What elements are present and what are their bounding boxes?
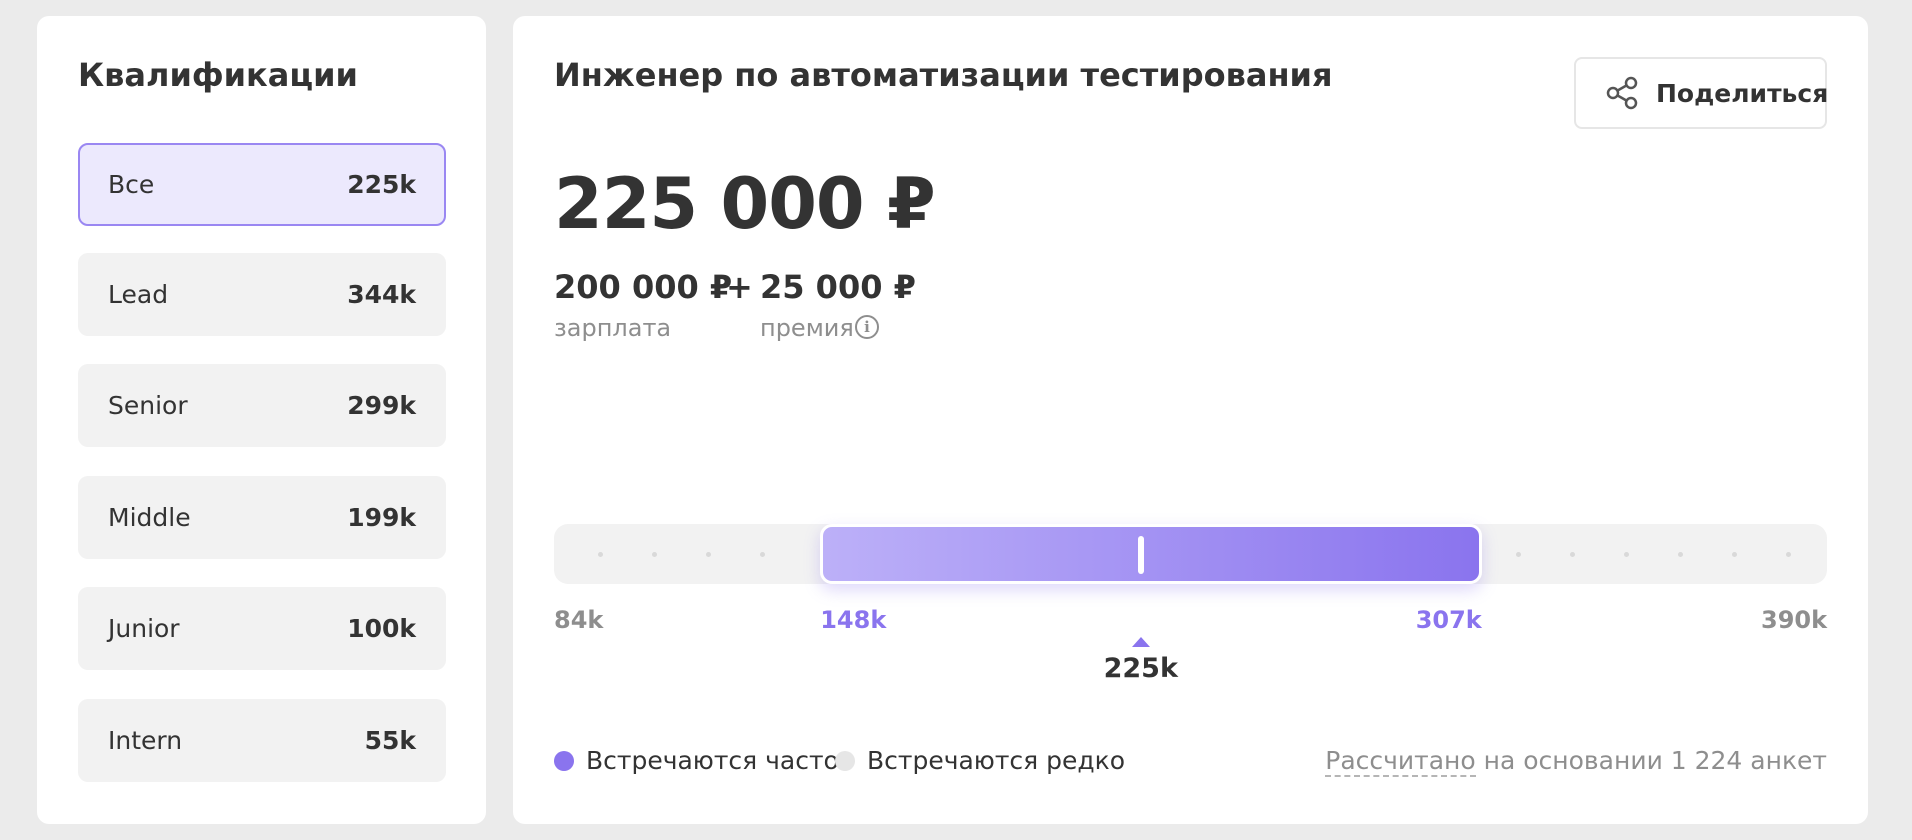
- legend-item-frequent: Встречаются часто: [554, 746, 839, 775]
- salary-label: зарплата: [554, 314, 672, 342]
- share-button-label: Поделиться: [1656, 78, 1829, 108]
- track-dot: [652, 552, 657, 557]
- legend-label: Встречаются часто: [586, 746, 839, 775]
- legend-item-rare: Встречаются редко: [835, 746, 1125, 775]
- track-dot: [1516, 552, 1521, 557]
- qualification-name: Senior: [108, 391, 188, 420]
- range-max-label: 390k: [1761, 606, 1828, 634]
- median-marker: [1137, 536, 1144, 574]
- bonus-label: премия: [760, 314, 854, 342]
- range-low-label: 148k: [820, 606, 887, 634]
- calculation-link[interactable]: Рассчитано: [1325, 746, 1476, 777]
- track-dot: [706, 552, 711, 557]
- qualification-value: 299k: [347, 391, 416, 420]
- track-dot: [1624, 552, 1629, 557]
- legend-swatch-frequent: [554, 750, 574, 771]
- salary-panel: Инженер по автоматизации тестирования По…: [513, 16, 1868, 824]
- track-dot: [598, 552, 603, 557]
- qualification-value: 344k: [347, 280, 416, 309]
- qualification-item-intern[interactable]: Intern 55k: [78, 699, 446, 782]
- page-title: Инженер по автоматизации тестирования: [554, 56, 1333, 94]
- qualifications-panel: Квалификации Все 225k Lead 344k Senior 2…: [37, 16, 486, 824]
- bonus-value: 25 000 ₽: [760, 268, 916, 306]
- median-value-label: 225k: [1103, 653, 1178, 684]
- salary-range-bar: [820, 524, 1482, 584]
- track-dot: [1570, 552, 1575, 557]
- qualification-name: Lead: [108, 280, 169, 309]
- share-icon: [1606, 76, 1638, 110]
- qualification-item-all[interactable]: Все 225k: [78, 143, 446, 226]
- calculation-note-text: на основании 1 224 анкет: [1475, 746, 1827, 775]
- qualification-value: 55k: [364, 726, 416, 755]
- info-icon[interactable]: i: [855, 315, 879, 339]
- track-dot: [1732, 552, 1737, 557]
- qualification-value: 100k: [347, 614, 416, 643]
- qualification-name: Middle: [108, 503, 191, 532]
- median-arrow-icon: [1131, 637, 1150, 647]
- share-button[interactable]: Поделиться: [1574, 57, 1829, 129]
- track-dot: [760, 552, 765, 557]
- qualification-item-middle[interactable]: Middle 199k: [78, 476, 446, 559]
- track-dot: [1678, 552, 1683, 557]
- legend-swatch-rare: [835, 750, 855, 771]
- salary-value: 200 000 ₽: [554, 268, 733, 306]
- legend-label: Встречаются редко: [867, 746, 1126, 775]
- calculation-note: Рассчитано на основании 1 224 анкет: [1325, 746, 1827, 777]
- qualification-value: 225k: [347, 170, 416, 199]
- range-high-label: 307k: [1415, 606, 1482, 634]
- qualification-name: Все: [108, 170, 155, 199]
- qualification-item-junior[interactable]: Junior 100k: [78, 587, 446, 670]
- qualification-name: Intern: [108, 726, 183, 755]
- qualification-name: Junior: [108, 614, 180, 643]
- qualification-item-lead[interactable]: Lead 344k: [78, 253, 446, 336]
- qualification-value: 199k: [347, 503, 416, 532]
- track-dot: [1786, 552, 1791, 557]
- qualification-item-senior[interactable]: Senior 299k: [78, 364, 446, 447]
- qualifications-title: Квалификации: [78, 56, 358, 94]
- plus-sign: +: [726, 268, 753, 306]
- total-salary: 225 000 ₽: [554, 163, 936, 245]
- range-min-label: 84k: [554, 606, 604, 634]
